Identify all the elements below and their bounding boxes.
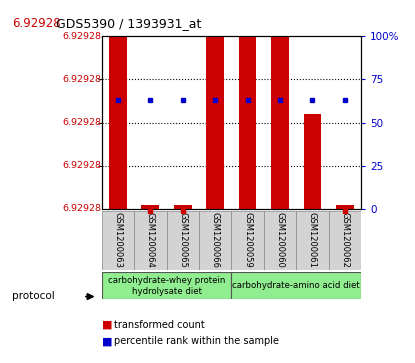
Bar: [102, 211, 134, 270]
Bar: [296, 211, 329, 270]
Bar: [303, 114, 321, 209]
Bar: [232, 272, 361, 299]
Bar: [336, 205, 354, 209]
Bar: [102, 272, 232, 299]
Bar: [239, 36, 256, 209]
Text: 6.92928: 6.92928: [62, 118, 101, 127]
Bar: [206, 36, 224, 209]
Bar: [109, 36, 127, 209]
Bar: [271, 36, 289, 209]
Text: GSM1200063: GSM1200063: [113, 212, 122, 268]
Text: percentile rank within the sample: percentile rank within the sample: [114, 336, 279, 346]
Text: carbohydrate-amino acid diet: carbohydrate-amino acid diet: [232, 281, 360, 290]
Bar: [232, 211, 264, 270]
Text: GSM1200062: GSM1200062: [340, 212, 349, 268]
Text: GSM1200066: GSM1200066: [211, 212, 220, 268]
Bar: [199, 211, 232, 270]
Text: carbohydrate-whey protein
hydrolysate diet: carbohydrate-whey protein hydrolysate di…: [108, 276, 225, 295]
Text: ■: ■: [102, 336, 112, 346]
Text: transformed count: transformed count: [114, 320, 205, 330]
Text: 6.92928: 6.92928: [62, 32, 101, 41]
Text: GSM1200061: GSM1200061: [308, 212, 317, 268]
Text: 6.92928: 6.92928: [62, 75, 101, 84]
Bar: [134, 211, 166, 270]
Text: GSM1200064: GSM1200064: [146, 212, 155, 268]
Text: 6.92928: 6.92928: [62, 161, 101, 170]
Bar: [142, 205, 159, 209]
Bar: [329, 211, 361, 270]
Text: 6.92928: 6.92928: [12, 17, 61, 30]
Text: GSM1200060: GSM1200060: [276, 212, 285, 268]
Text: 6.92928: 6.92928: [62, 204, 101, 213]
Bar: [264, 211, 296, 270]
Bar: [166, 211, 199, 270]
Bar: [174, 205, 192, 209]
Text: GSM1200065: GSM1200065: [178, 212, 187, 268]
Text: GDS5390 / 1393931_at: GDS5390 / 1393931_at: [56, 17, 201, 30]
Text: GSM1200059: GSM1200059: [243, 212, 252, 268]
Text: protocol: protocol: [12, 291, 55, 301]
Text: ■: ■: [102, 320, 112, 330]
